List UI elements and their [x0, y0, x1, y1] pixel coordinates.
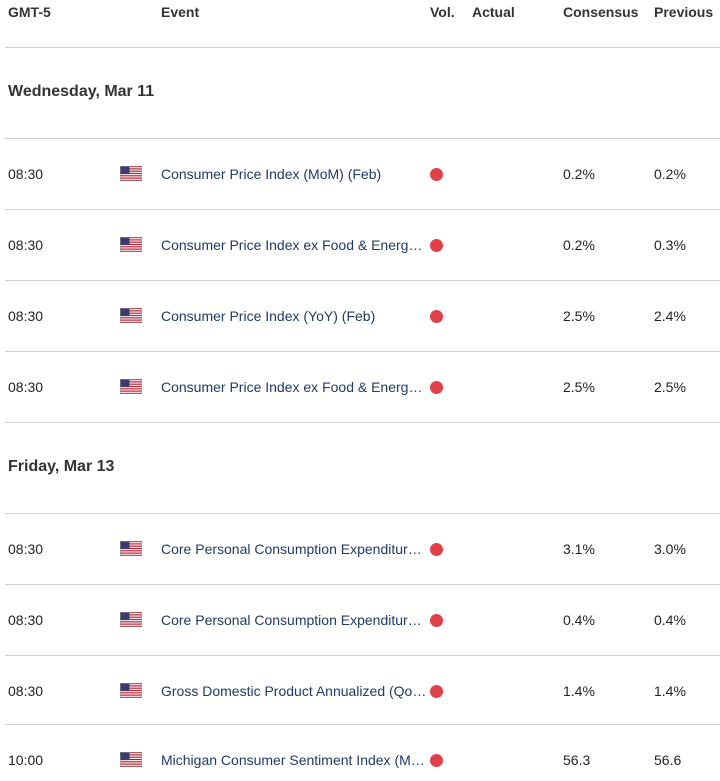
- event-name-link[interactable]: Michigan Consumer Sentiment Index (Mar): [161, 752, 427, 768]
- header-vol: Vol.: [430, 4, 455, 20]
- event-time: 08:30: [8, 308, 44, 324]
- table-row[interactable]: 08:30 Consumer Price Index ex Food & Ene…: [0, 375, 720, 399]
- us-flag-icon: [120, 379, 142, 394]
- us-flag-icon: [120, 612, 142, 627]
- previous-value: 1.4%: [654, 683, 686, 699]
- header-previous: Previous: [654, 4, 714, 20]
- divider: [5, 584, 720, 585]
- event-name-link[interactable]: Consumer Price Index (MoM) (Feb): [161, 166, 382, 182]
- event-time: 08:30: [8, 166, 44, 182]
- event-name-link[interactable]: Consumer Price Index (YoY) (Feb): [161, 308, 376, 324]
- divider: [5, 422, 720, 423]
- consensus-value: 0.2%: [563, 166, 595, 182]
- volatility-high-icon: [430, 754, 443, 767]
- table-row[interactable]: 08:30 Gross Domestic Product Annualized …: [0, 679, 720, 703]
- table-row[interactable]: 08:30 Consumer Price Index (YoY) (Feb) 2…: [0, 304, 720, 328]
- volatility-high-icon: [430, 543, 443, 556]
- previous-value: 0.2%: [654, 166, 686, 182]
- us-flag-icon: [120, 237, 142, 252]
- us-flag-icon: [120, 308, 142, 323]
- volatility-high-icon: [430, 310, 443, 323]
- volatility-high-icon: [430, 168, 443, 181]
- event-name-link[interactable]: Gross Domestic Product Annualized (QoQ): [161, 683, 427, 699]
- divider: [5, 47, 720, 48]
- event-time: 10:00: [8, 752, 44, 768]
- event-time: 08:30: [8, 237, 44, 253]
- header-consensus: Consensus: [563, 4, 639, 20]
- table-row[interactable]: 08:30 Consumer Price Index ex Food & Ene…: [0, 233, 720, 257]
- divider: [5, 513, 720, 514]
- event-time: 08:30: [8, 379, 44, 395]
- event-time: 08:30: [8, 541, 44, 557]
- consensus-value: 0.4%: [563, 612, 595, 628]
- table-row[interactable]: 08:30 Core Personal Consumption Expendit…: [0, 537, 720, 561]
- event-name-link[interactable]: Consumer Price Index ex Food & Energy (Y…: [161, 379, 427, 395]
- event-name-link[interactable]: Consumer Price Index ex Food & Energy (M…: [161, 237, 427, 253]
- us-flag-icon: [120, 541, 142, 556]
- divider: [5, 724, 720, 725]
- consensus-value: 3.1%: [563, 541, 595, 557]
- consensus-value: 2.5%: [563, 379, 595, 395]
- volatility-high-icon: [430, 381, 443, 394]
- previous-value: 2.4%: [654, 308, 686, 324]
- event-time: 08:30: [8, 612, 44, 628]
- divider: [5, 351, 720, 352]
- table-row[interactable]: 10:00 Michigan Consumer Sentiment Index …: [0, 748, 720, 772]
- divider: [5, 655, 720, 656]
- consensus-value: 56.3: [563, 752, 591, 768]
- divider: [5, 138, 720, 139]
- header-timezone[interactable]: GMT-5: [8, 4, 51, 20]
- event-name-link[interactable]: Core Personal Consumption Expenditures -…: [161, 612, 427, 628]
- previous-value: 3.0%: [654, 541, 686, 557]
- event-time: 08:30: [8, 683, 44, 699]
- consensus-value: 0.2%: [563, 237, 595, 253]
- previous-value: 2.5%: [654, 379, 686, 395]
- previous-value: 0.4%: [654, 612, 686, 628]
- us-flag-icon: [120, 166, 142, 181]
- divider: [5, 280, 720, 281]
- event-name-link[interactable]: Core Personal Consumption Expenditures -…: [161, 541, 427, 557]
- us-flag-icon: [120, 752, 142, 767]
- volatility-high-icon: [430, 685, 443, 698]
- header-event: Event: [161, 4, 200, 20]
- volatility-high-icon: [430, 239, 443, 252]
- divider: [5, 209, 720, 210]
- us-flag-icon: [120, 683, 142, 698]
- header-actual: Actual: [472, 4, 515, 20]
- table-row[interactable]: 08:30 Core Personal Consumption Expendit…: [0, 608, 720, 632]
- consensus-value: 1.4%: [563, 683, 595, 699]
- previous-value: 0.3%: [654, 237, 686, 253]
- day-heading: Friday, Mar 13: [8, 458, 115, 475]
- table-row[interactable]: 08:30 Consumer Price Index (MoM) (Feb) 0…: [0, 162, 720, 186]
- previous-value: 56.6: [654, 752, 682, 768]
- consensus-value: 2.5%: [563, 308, 595, 324]
- day-heading: Wednesday, Mar 11: [8, 83, 155, 100]
- volatility-high-icon: [430, 614, 443, 627]
